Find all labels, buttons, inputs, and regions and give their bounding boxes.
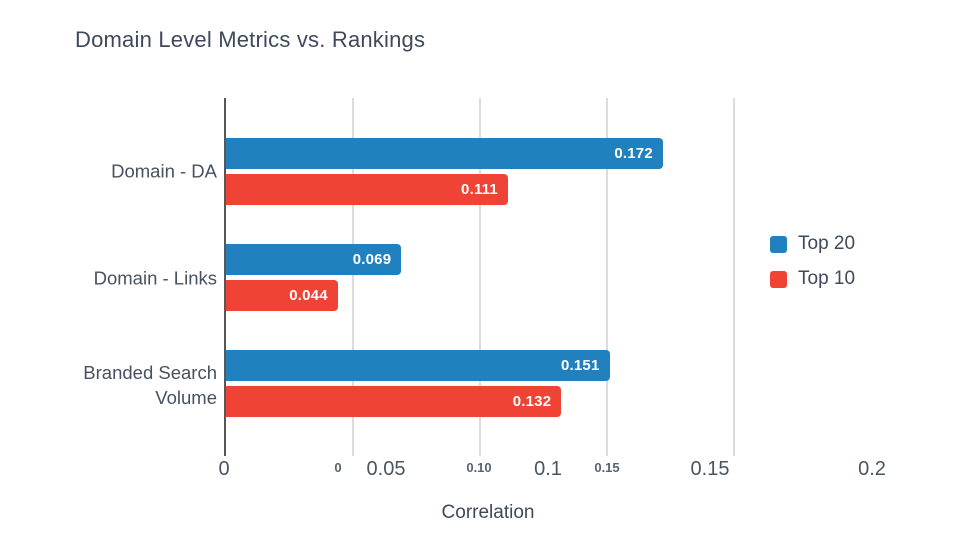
category-label: Domain - Links xyxy=(93,267,217,288)
gridline xyxy=(606,98,608,456)
bar-top20-1: 0.172 xyxy=(226,138,663,169)
x-tick-label: 0.15 xyxy=(690,458,730,480)
x-axis-title: Correlation xyxy=(441,502,535,523)
gridline xyxy=(733,98,735,456)
bar-value-label: 0.132 xyxy=(512,392,552,410)
bar-value-label: 0.172 xyxy=(614,145,653,162)
category-label: Domain - DA xyxy=(111,160,217,182)
legend: Top 20 Top 10 xyxy=(770,233,856,305)
bar-top10-1: 0.111 xyxy=(226,173,508,205)
bar-value-label: 0.044 xyxy=(289,286,328,304)
gridline xyxy=(352,98,354,456)
gridline xyxy=(479,98,481,456)
legend-item-top10: Top 10 xyxy=(770,268,856,289)
bar-top10-3: 0.132 xyxy=(226,385,562,417)
chart-title: Domain Level Metrics vs. Rankings xyxy=(75,27,426,52)
bar-value-label: 0.151 xyxy=(560,357,600,374)
x-tick-label-small: 0 xyxy=(334,460,342,475)
legend-label: Top 10 xyxy=(798,268,856,289)
bar-value-label: 0.111 xyxy=(461,180,498,198)
bar-value-label: 0.069 xyxy=(352,251,392,268)
bar-top20-2: 0.069 xyxy=(226,244,402,275)
x-tick-label: 0 xyxy=(218,458,230,480)
x-tick-label-small: 0.10 xyxy=(466,460,492,475)
category-label: Branded Search Volume xyxy=(83,361,217,408)
legend-swatch-icon xyxy=(770,235,787,253)
bar-top20-3: 0.151 xyxy=(226,350,610,381)
x-tick-label: 0.05 xyxy=(366,458,406,480)
x-tick-label: 0.2 xyxy=(858,458,886,480)
legend-swatch-icon xyxy=(770,270,787,288)
x-tick-label: 0.1 xyxy=(534,458,562,480)
legend-label: Top 20 xyxy=(798,233,856,254)
legend-item-top20: Top 20 xyxy=(770,233,856,254)
y-axis-line xyxy=(223,98,226,456)
x-tick-label-small: 0.15 xyxy=(594,460,620,475)
bar-top10-2: 0.044 xyxy=(226,279,338,311)
